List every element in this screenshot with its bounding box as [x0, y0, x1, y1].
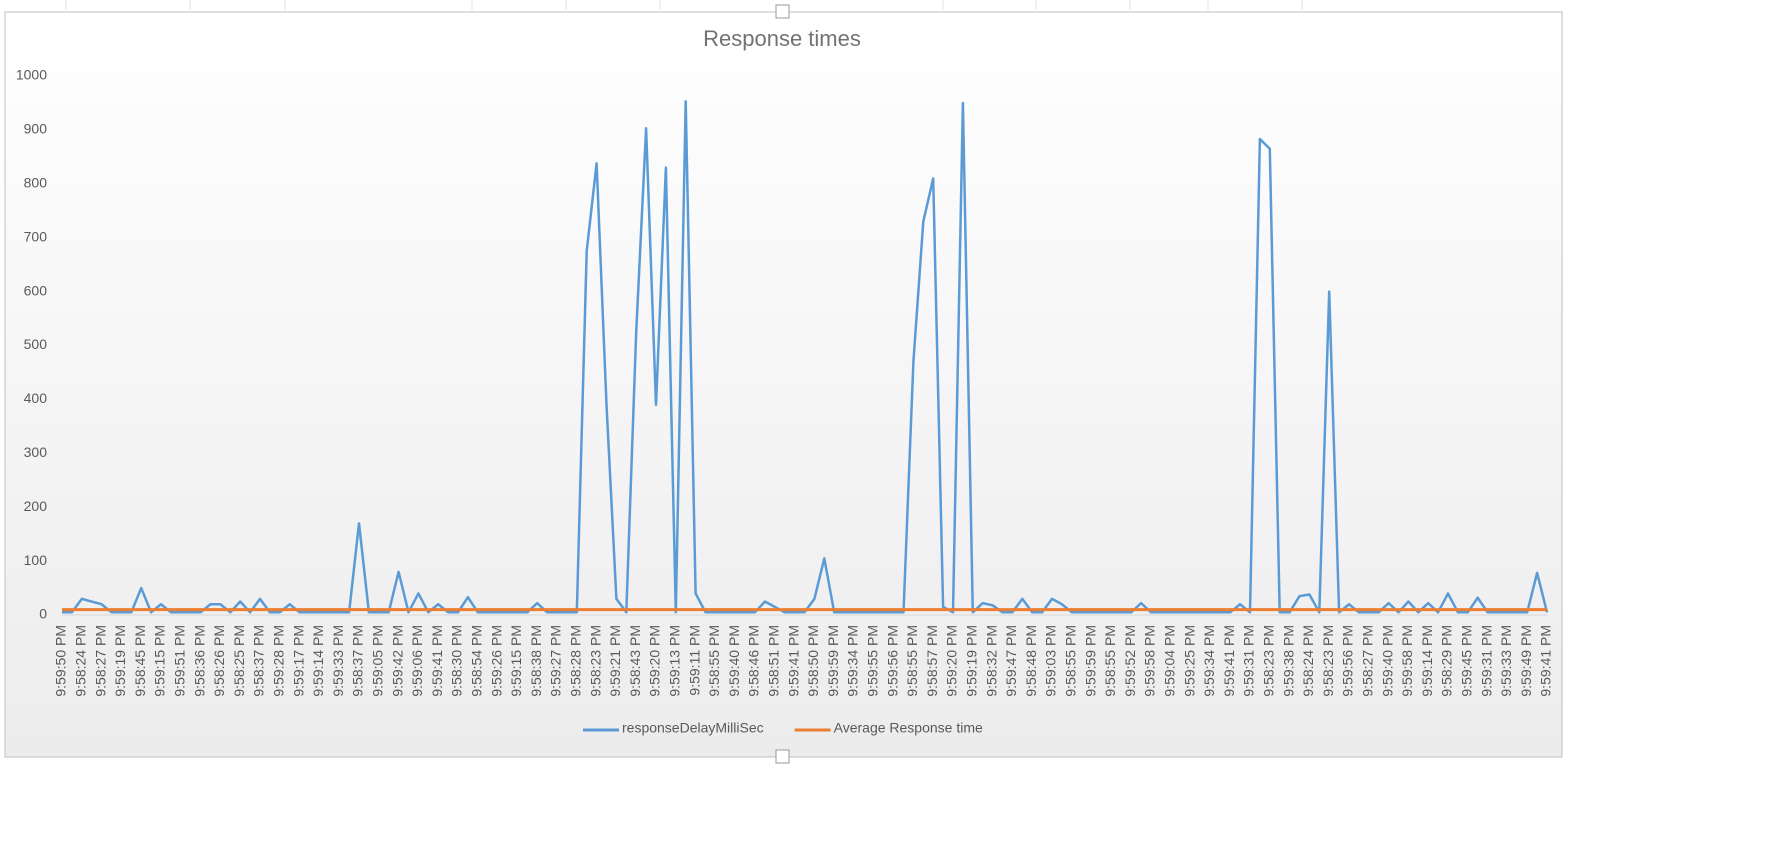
- x-tick-label: 9:59:41 PM: [1221, 625, 1237, 697]
- x-tick-label: 9:59:33 PM: [1498, 625, 1514, 697]
- x-tick-label: 9:59:56 PM: [1340, 625, 1356, 697]
- x-tick-label: 9:58:48 PM: [1023, 625, 1039, 697]
- y-tick-label: 300: [24, 444, 48, 460]
- x-tick-label: 9:59:56 PM: [884, 625, 900, 697]
- x-tick-label: 9:59:58 PM: [1142, 625, 1158, 697]
- x-tick-label: 9:59:33 PM: [330, 625, 346, 697]
- x-tick-label: 9:59:58 PM: [1399, 625, 1415, 697]
- series-line: [62, 100, 1549, 614]
- y-tick-label: 800: [24, 175, 48, 191]
- x-tick-label: 9:59:55 PM: [865, 625, 881, 697]
- x-tick-label: 9:59:20 PM: [944, 625, 960, 697]
- x-tick-label: 9:58:28 PM: [568, 625, 584, 697]
- x-tick-label: 9:59:49 PM: [1518, 625, 1534, 697]
- x-tick-label: 9:58:37 PM: [350, 625, 366, 697]
- chart-frame: [4, 11, 1563, 758]
- resize-handle: [775, 749, 790, 764]
- legend-label: responseDelayMilliSec: [622, 720, 764, 736]
- x-tick-label: 9:59:41 PM: [785, 625, 801, 697]
- x-tick-label: 9:59:19 PM: [112, 625, 128, 697]
- x-tick-label: 9:59:34 PM: [1201, 625, 1217, 697]
- x-tick-label: 9:58:25 PM: [231, 625, 247, 697]
- x-tick-label: 9:59:52 PM: [1122, 625, 1138, 697]
- x-tick-label: 9:59:11 PM: [686, 625, 702, 696]
- x-tick-label: 9:59:13 PM: [667, 625, 683, 697]
- y-tick-label: 100: [24, 552, 48, 568]
- x-tick-label: 9:59:40 PM: [726, 625, 742, 697]
- x-tick-label: 9:59:05 PM: [370, 625, 386, 697]
- x-tick-label: 9:59:51 PM: [172, 625, 188, 697]
- x-tick-label: 9:58:36 PM: [191, 625, 207, 697]
- x-tick-label: 9:59:34 PM: [845, 625, 861, 697]
- x-tick-label: 9:59:20 PM: [647, 625, 663, 697]
- x-tick-label: 9:59:06 PM: [409, 625, 425, 697]
- x-tick-label: 9:58:29 PM: [1439, 625, 1455, 697]
- x-tick-label: 9:58:37 PM: [251, 625, 267, 697]
- x-tick-label: 9:59:59 PM: [825, 625, 841, 697]
- y-tick-label: 200: [24, 498, 48, 514]
- x-tick-label: 9:59:47 PM: [1003, 625, 1019, 697]
- x-tick-label: 9:58:55 PM: [904, 625, 920, 697]
- x-tick-label: 9:59:19 PM: [964, 625, 980, 697]
- x-tick-label: 9:59:31 PM: [1241, 625, 1257, 697]
- resize-handle: [775, 4, 790, 19]
- x-tick-label: 9:59:14 PM: [1419, 625, 1435, 697]
- x-tick-label: 9:58:27 PM: [92, 625, 108, 697]
- x-tick-label: 9:59:50 PM: [53, 625, 69, 697]
- x-tick-label: 9:58:51 PM: [766, 625, 782, 697]
- x-tick-label: 9:59:14 PM: [310, 625, 326, 697]
- x-tick-label: 9:59:41 PM: [1538, 625, 1554, 697]
- x-tick-label: 9:58:26 PM: [211, 625, 227, 697]
- x-tick-label: 9:59:40 PM: [1379, 625, 1395, 697]
- x-tick-label: 9:59:15 PM: [508, 625, 524, 697]
- sheet-grid: [65, 0, 1303, 10]
- x-tick-label: 9:59:03 PM: [1043, 625, 1059, 697]
- x-tick-label: 9:59:38 PM: [1280, 625, 1296, 697]
- y-tick-label: 500: [24, 336, 48, 352]
- x-tick-label: 9:58:43 PM: [627, 625, 643, 697]
- y-tick-label: 900: [24, 121, 48, 137]
- x-tick-label: 9:59:42 PM: [389, 625, 405, 697]
- x-tick-label: 9:58:30 PM: [449, 625, 465, 697]
- x-tick-label: 9:59:41 PM: [429, 625, 445, 697]
- x-tick-label: 9:58:45 PM: [132, 625, 148, 697]
- x-tick-label: 9:58:32 PM: [983, 625, 999, 697]
- legend-label: Average Response time: [834, 720, 983, 736]
- x-tick-label: 9:59:59 PM: [1082, 625, 1098, 697]
- x-tick-label: 9:59:15 PM: [152, 625, 168, 697]
- x-tick-label: 9:58:54 PM: [469, 625, 485, 697]
- x-tick-label: 9:59:28 PM: [271, 625, 287, 697]
- y-tick-label: 700: [24, 228, 48, 244]
- y-tick-label: 600: [24, 282, 48, 298]
- x-tick-label: 9:59:31 PM: [1478, 625, 1494, 697]
- x-tick-label: 9:58:55 PM: [1063, 625, 1079, 697]
- y-tick-label: 0: [39, 606, 47, 622]
- x-tick-label: 9:58:55 PM: [706, 625, 722, 697]
- x-tick-label: 9:58:23 PM: [1261, 625, 1277, 697]
- y-tick-label: 1000: [16, 67, 47, 83]
- x-tick-label: 9:58:23 PM: [1320, 625, 1336, 697]
- x-tick-label: 9:59:45 PM: [1459, 625, 1475, 697]
- x-tick-label: 9:59:21 PM: [607, 625, 623, 697]
- x-tick-label: 9:58:24 PM: [73, 625, 89, 697]
- x-tick-label: 9:58:27 PM: [1360, 625, 1376, 697]
- y-tick-label: 400: [24, 390, 48, 406]
- x-tick-label: 9:58:57 PM: [924, 625, 940, 697]
- x-tick-label: 9:58:50 PM: [805, 625, 821, 697]
- x-tick-label: 9:59:04 PM: [1162, 625, 1178, 697]
- x-tick-label: 9:58:38 PM: [528, 625, 544, 697]
- x-tick-label: 9:58:55 PM: [1102, 625, 1118, 697]
- x-tick-label: 9:59:27 PM: [548, 625, 564, 697]
- x-tick-label: 9:58:46 PM: [746, 625, 762, 697]
- x-tick-label: 9:59:26 PM: [488, 625, 504, 697]
- x-tick-label: 9:59:25 PM: [1181, 625, 1197, 697]
- x-tick-label: 9:58:23 PM: [587, 625, 603, 697]
- chart-title: Response times: [703, 26, 861, 51]
- x-tick-label: 9:58:24 PM: [1300, 625, 1316, 697]
- x-tick-label: 9:59:17 PM: [290, 625, 306, 697]
